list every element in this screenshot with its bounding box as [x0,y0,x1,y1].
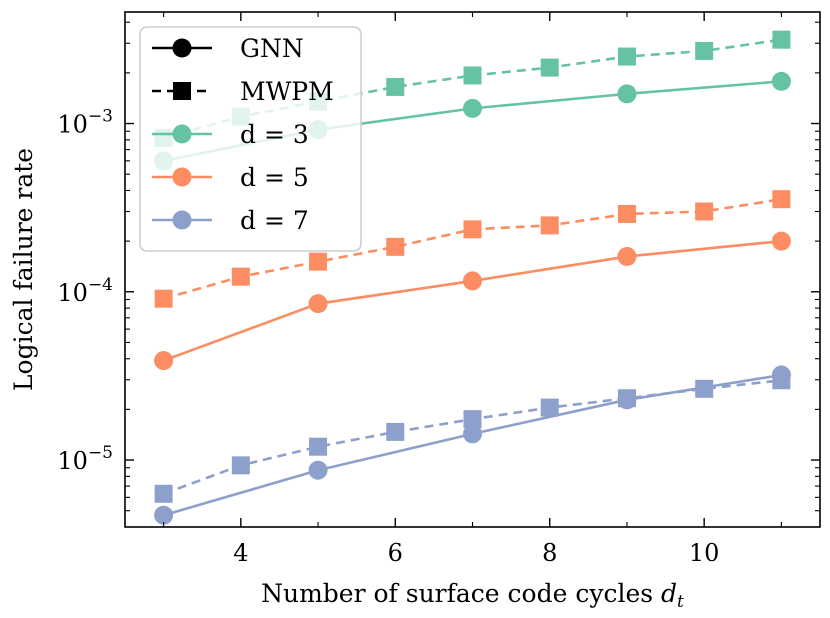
legend-marker [172,124,192,144]
data-point [463,410,482,429]
series-line [163,373,782,517]
data-point [231,456,250,475]
data-point [463,271,482,291]
data-point [386,77,405,96]
legend: GNN MWPM d = 3 d = 5 d = 7 [139,26,362,252]
legend-marker [173,82,191,100]
data-point [386,422,405,441]
x-axis-label: Number of surface code cycles dt [261,579,684,612]
legend-box [139,26,362,252]
y-tick-label: 10−3 [57,107,113,139]
legend-label: MWPM [240,77,334,106]
data-point [695,202,714,221]
data-point [154,505,174,525]
legend-label: GNN [240,34,304,63]
y-axis-label: Logical failure rate [9,148,38,391]
legend-marker [172,210,192,230]
data-point [463,220,482,239]
data-point [771,71,791,91]
legend-marker [172,38,192,58]
data-point [772,30,791,49]
data-point [308,294,328,314]
data-point [309,437,328,456]
data-point [617,389,636,408]
data-point [463,424,482,444]
data-point [154,289,173,308]
x-tick-label: 6 [388,539,403,567]
x-tick-label: 4 [233,539,248,567]
data-point [463,98,482,118]
y-tick-label: 10−5 [57,443,113,475]
data-point [540,398,559,417]
legend-label: d = 5 [240,163,309,192]
y-tick-label: 10−4 [57,275,113,307]
series-line [163,239,782,362]
data-point [771,231,791,251]
data-point [540,216,559,235]
data-point [772,371,791,390]
data-point [386,237,405,256]
legend-marker [172,167,192,187]
legend-label: d = 3 [240,120,309,149]
data-point [309,252,328,271]
x-tick-label: 8 [542,539,557,567]
data-point [231,267,250,286]
data-point [540,58,559,77]
data-point [308,460,328,480]
data-point [695,379,714,398]
data-point [617,84,637,104]
data-point [463,66,482,85]
data-point [617,47,636,66]
axes: 4 6 8 10 10−5 10−4 10−3 Number of surface code … [9,11,821,612]
legend-label: d = 7 [240,206,309,235]
data-point [154,351,174,371]
data-point [617,247,637,267]
data-point [617,204,636,223]
x-tick-label: 10 [689,539,720,567]
data-point [154,484,173,503]
data-point [772,190,791,209]
data-point [695,41,714,60]
plot-area [154,30,791,525]
